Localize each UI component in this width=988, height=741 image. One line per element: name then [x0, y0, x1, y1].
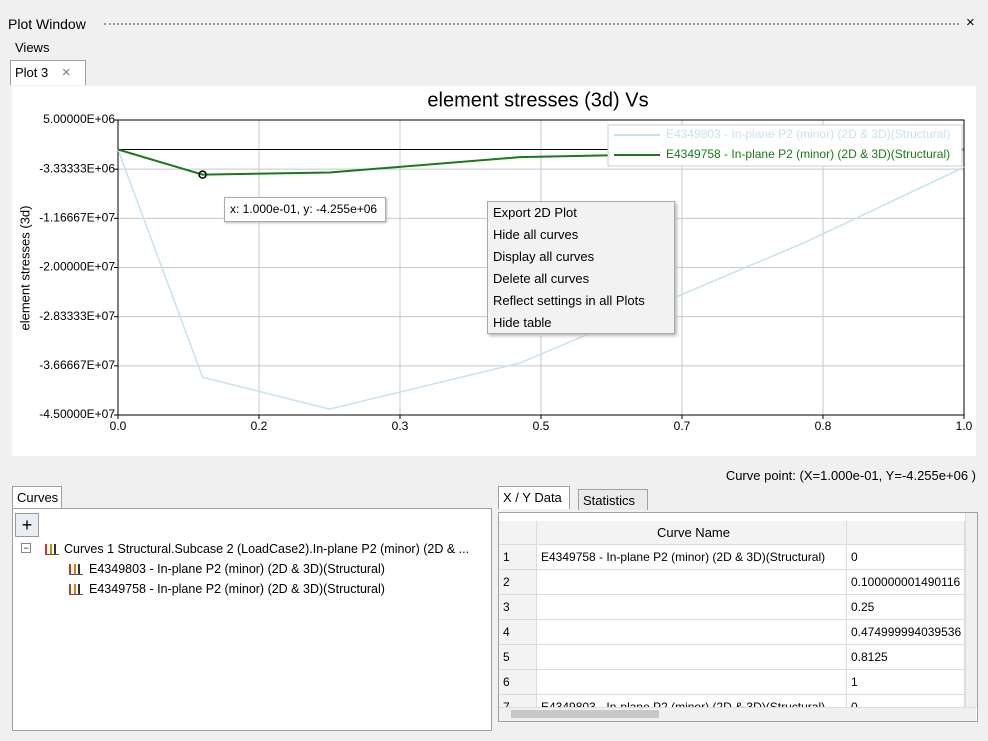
series-line	[117, 149, 965, 410]
table-cell	[537, 595, 847, 620]
x-tick-label: 0.0	[110, 419, 127, 433]
table-cell: E4349758 - In-plane P2 (minor) (2D & 3D)…	[537, 545, 847, 570]
row-number: 2	[499, 570, 537, 595]
window-title: Plot Window	[8, 16, 86, 32]
row-number: 1	[499, 545, 537, 570]
table-cell	[537, 670, 847, 695]
y-tick-label: -4.50000E+07	[39, 407, 115, 421]
tree-item[interactable]: E4349758 - In-plane P2 (minor) (2D & 3D)…	[89, 582, 385, 596]
data-tab[interactable]: X / Y Data	[498, 486, 570, 509]
table-cell	[537, 645, 847, 670]
x-tick-label: 0.7	[674, 419, 691, 433]
drag-handle	[104, 23, 959, 25]
context-menu: Export 2D Plot Hide all curves Display all…	[487, 201, 675, 334]
y-axis-label: element stresses (3d)	[17, 206, 32, 331]
table-cell: 0.8125	[847, 645, 965, 670]
y-tick-label: -3.33333E+06	[39, 161, 115, 175]
curves-tab-label: Curves	[17, 490, 59, 505]
collapse-toggle[interactable]: −	[21, 543, 31, 553]
y-tick-label: -3.66667E+07	[39, 358, 115, 372]
table-header-empty	[847, 521, 965, 545]
curves-panel: + − Curves 1 Structural.Subcase 2 (LoadC…	[12, 508, 492, 731]
selected-point[interactable]	[198, 170, 207, 179]
menu-item[interactable]: Reflect settings in all Plots	[493, 293, 645, 308]
menu-item[interactable]: Hide table	[493, 315, 552, 330]
curve-icon	[45, 544, 59, 555]
chart-title: element stresses (3d) Vs	[427, 89, 648, 111]
table-cell	[537, 620, 847, 645]
tooltip-text: x: 1.000e-01, y: -4.255e+06	[230, 202, 378, 216]
x-tick-label: 0.3	[392, 419, 409, 433]
x-tick-label: 1.0	[956, 419, 973, 433]
y-tick-label: 5.00000E+06	[43, 112, 115, 126]
menu-item[interactable]: Export 2D Plot	[493, 205, 577, 220]
legend-label: E4349803 - In-plane P2 (minor) (2D & 3D)…	[666, 127, 950, 141]
x-tick-label: 0.2	[251, 419, 268, 433]
legend-label: E4349758 - In-plane P2 (minor) (2D & 3D)…	[666, 147, 950, 161]
row-number: 6	[499, 670, 537, 695]
plot-tab-label: Plot 3	[15, 65, 49, 80]
menu-item[interactable]: Delete all curves	[493, 271, 590, 286]
curve-icon	[69, 584, 83, 595]
plot-tab[interactable]: Plot 3 ×	[10, 60, 86, 85]
table-cell: 0	[847, 545, 965, 570]
plot-tab-close[interactable]: ×	[61, 64, 71, 81]
table-cell: 0.100000001490116	[847, 570, 965, 595]
tree-item[interactable]: E4349803 - In-plane P2 (minor) (2D & 3D)…	[89, 562, 385, 576]
table-cell	[537, 570, 847, 595]
y-tick-label: -2.00000E+07	[39, 260, 115, 274]
window-close[interactable]: ×	[966, 14, 975, 31]
v-scrollbar[interactable]	[965, 513, 977, 707]
x-tick-label: 0.5	[533, 419, 550, 433]
table-cell: 1	[847, 670, 965, 695]
y-tick-label: -2.83333E+07	[39, 309, 115, 323]
plot-frame	[117, 119, 965, 416]
row-number: 4	[499, 620, 537, 645]
h-scroll-thumb[interactable]	[511, 710, 659, 718]
x-tick-label: 0.8	[815, 419, 832, 433]
curve-icon	[69, 564, 83, 575]
tooltip: x: 1.000e-01, y: -4.255e+06	[224, 197, 386, 222]
y-tick-label: -1.16667E+07	[39, 211, 115, 225]
row-number: 3	[499, 595, 537, 620]
curves-tab[interactable]: Curves	[12, 486, 62, 509]
tree-root[interactable]: Curves 1 Structural.Subcase 2 (LoadCase2…	[64, 542, 470, 556]
add-button[interactable]: +	[15, 513, 39, 537]
table-cell: 0.25	[847, 595, 965, 620]
data-tab[interactable]: Statistics	[578, 489, 648, 510]
curve-point: Curve point: (X=1.000e-01, Y=-4.255e+06 …	[725, 468, 976, 483]
data-table: Curve Name 1 E4349758 - In-plane P2 (minor…	[498, 512, 978, 722]
table-header: Curve Name	[537, 521, 847, 545]
views-label: Views	[15, 40, 50, 55]
chart: element stresses (3d) Vs element stresse…	[12, 86, 976, 456]
table-corner	[499, 521, 537, 545]
table-cell: 0.474999994039536	[847, 620, 965, 645]
menu-item[interactable]: Display all curves	[493, 249, 595, 264]
legend-box	[607, 124, 963, 167]
row-number: 5	[499, 645, 537, 670]
menu-item[interactable]: Hide all curves	[493, 227, 579, 242]
